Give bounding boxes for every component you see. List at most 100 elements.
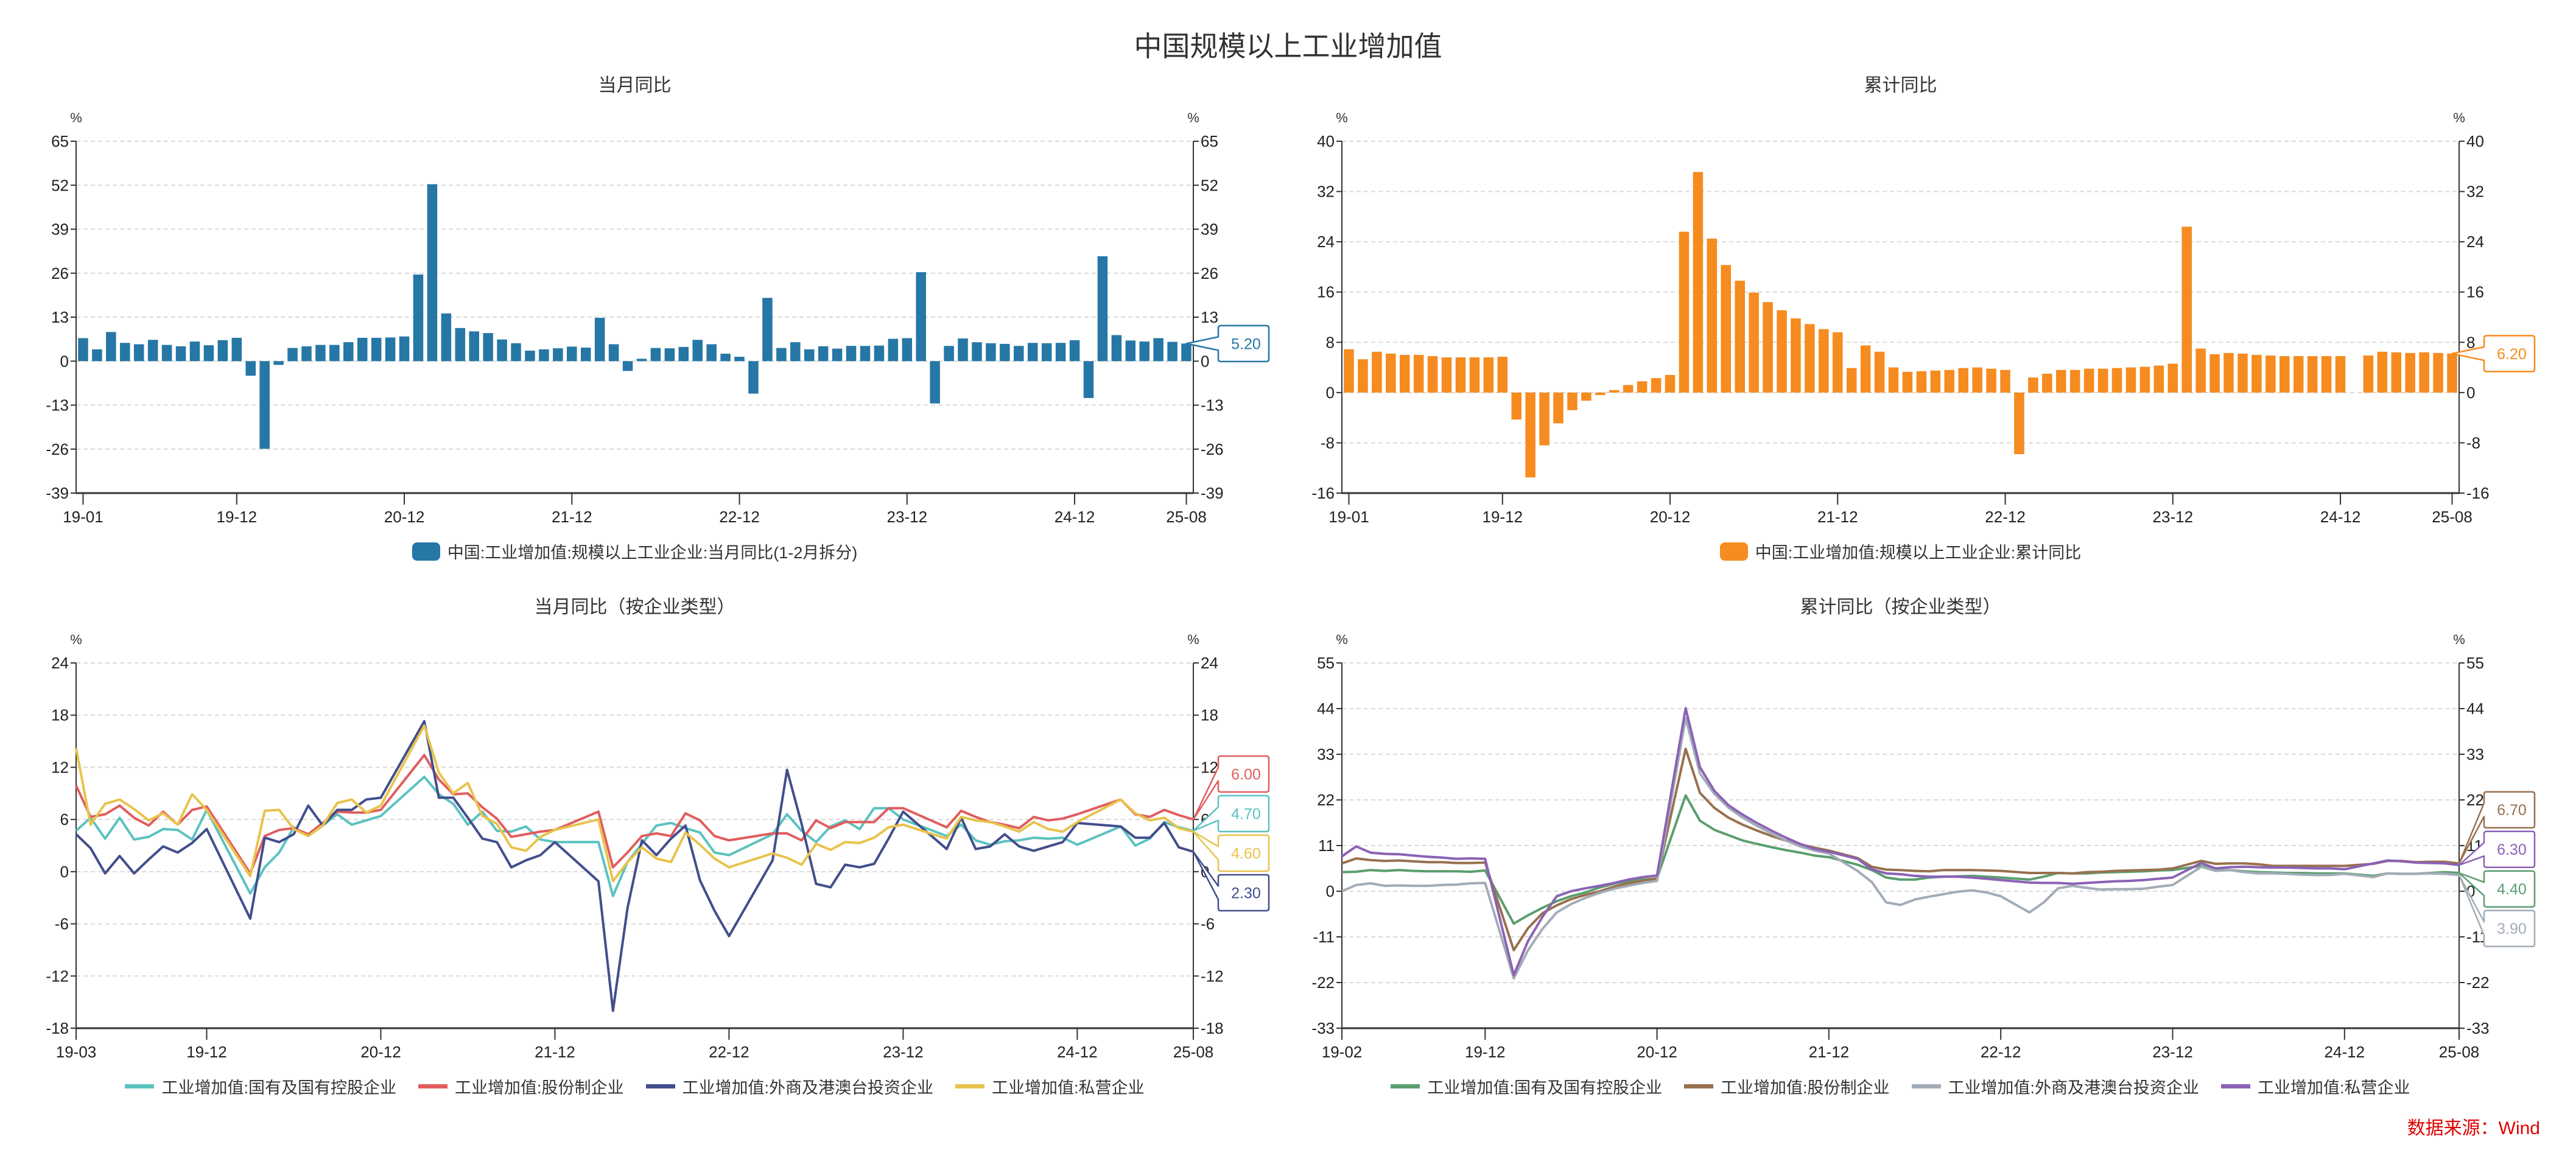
series-line[interactable]	[1341, 748, 2460, 951]
legend-item[interactable]: 工业增加值:国有及国有控股企业	[125, 1074, 396, 1098]
bar[interactable]	[2111, 368, 2122, 393]
bar[interactable]	[2028, 377, 2038, 393]
bar[interactable]	[106, 332, 116, 362]
bar[interactable]	[147, 340, 158, 362]
bar[interactable]	[1386, 353, 1396, 393]
bar[interactable]	[413, 274, 424, 362]
bar[interactable]	[567, 346, 577, 362]
bar[interactable]	[1441, 357, 1452, 393]
bar[interactable]	[2195, 348, 2206, 393]
bar[interactable]	[2265, 355, 2276, 393]
bar[interactable]	[1358, 359, 1368, 393]
bar[interactable]	[1427, 356, 1438, 393]
bar[interactable]	[2083, 368, 2094, 393]
bar[interactable]	[2014, 392, 2024, 455]
bar[interactable]	[2307, 356, 2318, 393]
bar[interactable]	[1497, 357, 1508, 393]
bar[interactable]	[1819, 329, 1829, 393]
bar[interactable]	[189, 342, 200, 362]
bar[interactable]	[930, 361, 940, 404]
bar[interactable]	[1483, 357, 1494, 393]
bar[interactable]	[608, 344, 619, 362]
bar[interactable]	[2447, 353, 2457, 393]
bar[interactable]	[1679, 231, 1690, 393]
bar[interactable]	[1637, 381, 1648, 393]
legend-item[interactable]: 中国:工业增加值:规模以上工业企业:当月同比(1-2月拆分)	[412, 539, 857, 563]
bar[interactable]	[580, 348, 591, 362]
bar[interactable]	[287, 348, 298, 362]
bar[interactable]	[231, 337, 242, 362]
series-line[interactable]	[75, 776, 1194, 897]
bar[interactable]	[441, 313, 452, 362]
bar[interactable]	[636, 359, 647, 362]
bar[interactable]	[2363, 355, 2374, 393]
bar[interactable]	[1972, 367, 1982, 393]
bar[interactable]	[832, 348, 843, 362]
bar[interactable]	[1805, 324, 1815, 393]
bar[interactable]	[860, 346, 871, 362]
bar[interactable]	[161, 345, 172, 362]
bar[interactable]	[1763, 302, 1773, 393]
bar[interactable]	[1749, 292, 1759, 393]
bar[interactable]	[497, 339, 507, 362]
bar[interactable]	[1083, 361, 1094, 398]
bar[interactable]	[1902, 371, 1913, 393]
bar[interactable]	[846, 346, 857, 362]
bar[interactable]	[2069, 370, 2080, 393]
bar[interactable]	[1553, 392, 1563, 424]
bar[interactable]	[539, 349, 549, 362]
bar[interactable]	[2209, 354, 2220, 393]
bar[interactable]	[650, 348, 661, 362]
legend-item[interactable]: 工业增加值:外商及港澳台投资企业	[1911, 1074, 2199, 1098]
bar[interactable]	[1958, 368, 1968, 393]
bar[interactable]	[2321, 356, 2332, 393]
bar[interactable]	[1930, 370, 1941, 393]
bar[interactable]	[2433, 352, 2443, 393]
bar[interactable]	[427, 184, 438, 362]
bar[interactable]	[944, 346, 954, 362]
series-line[interactable]	[75, 724, 1194, 883]
bar[interactable]	[1665, 374, 1676, 393]
bar[interactable]	[273, 361, 284, 365]
bar[interactable]	[1595, 392, 1606, 395]
bar[interactable]	[2042, 373, 2052, 393]
bar[interactable]	[986, 343, 996, 362]
bar[interactable]	[1581, 392, 1592, 401]
bar[interactable]	[1014, 346, 1024, 362]
bar[interactable]	[790, 342, 801, 362]
bar[interactable]	[1413, 354, 1424, 393]
bar[interactable]	[1041, 343, 1052, 362]
bar[interactable]	[1153, 338, 1163, 362]
bar[interactable]	[1097, 256, 1108, 362]
bar[interactable]	[902, 338, 913, 362]
legend-item[interactable]: 工业增加值:私营企业	[955, 1074, 1145, 1098]
bar[interactable]	[1344, 349, 1354, 393]
bar[interactable]	[748, 361, 759, 394]
legend-item[interactable]: 工业增加值:外商及港澳台投资企业	[645, 1074, 933, 1098]
bar[interactable]	[706, 344, 717, 362]
bar[interactable]	[1944, 370, 1955, 393]
bar[interactable]	[1539, 392, 1549, 446]
bar[interactable]	[511, 343, 521, 362]
legend-item[interactable]: 工业增加值:国有及国有控股企业	[1391, 1074, 1662, 1098]
bar[interactable]	[329, 345, 340, 362]
bar[interactable]	[2056, 370, 2066, 393]
bar[interactable]	[483, 333, 493, 362]
bar[interactable]	[1167, 342, 1177, 362]
bar[interactable]	[1721, 265, 1732, 393]
bar[interactable]	[2223, 352, 2234, 393]
bar[interactable]	[1888, 367, 1899, 393]
bar[interactable]	[469, 331, 479, 362]
bar[interactable]	[1525, 392, 1535, 478]
bar[interactable]	[1000, 343, 1010, 362]
bar[interactable]	[888, 338, 899, 362]
bar[interactable]	[2293, 356, 2304, 393]
bar[interactable]	[525, 351, 535, 362]
series-line[interactable]	[75, 754, 1194, 875]
bar[interactable]	[2181, 226, 2192, 393]
bar[interactable]	[2139, 366, 2150, 393]
bar[interactable]	[1455, 357, 1466, 393]
bar[interactable]	[120, 343, 130, 362]
bar[interactable]	[804, 349, 815, 362]
bar[interactable]	[958, 338, 968, 362]
